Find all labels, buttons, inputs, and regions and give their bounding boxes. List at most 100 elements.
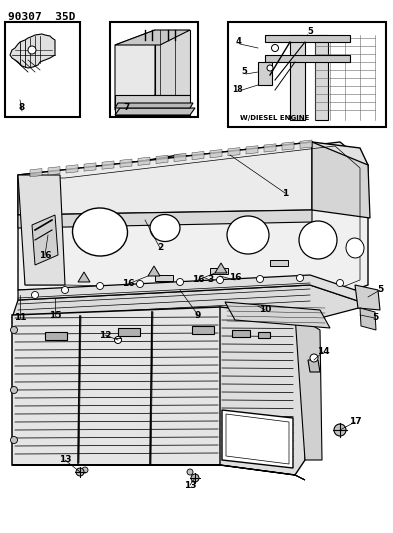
Polygon shape [66, 165, 78, 173]
Polygon shape [210, 150, 222, 158]
Polygon shape [12, 285, 370, 322]
Text: 18: 18 [232, 85, 242, 94]
Text: 16: 16 [229, 273, 241, 282]
Polygon shape [115, 30, 190, 45]
Circle shape [31, 292, 39, 298]
Polygon shape [265, 35, 350, 42]
Polygon shape [355, 285, 380, 310]
Circle shape [257, 276, 263, 282]
Ellipse shape [73, 208, 127, 256]
Polygon shape [84, 163, 96, 171]
Text: 5: 5 [372, 313, 378, 322]
Polygon shape [174, 154, 186, 161]
Polygon shape [102, 161, 114, 169]
Bar [45, 332, 67, 340]
Ellipse shape [346, 238, 364, 258]
Polygon shape [18, 210, 312, 228]
Polygon shape [315, 35, 328, 120]
Polygon shape [18, 142, 312, 215]
Circle shape [191, 474, 199, 482]
Text: 7: 7 [124, 103, 130, 112]
Circle shape [28, 46, 36, 54]
Text: 5: 5 [241, 68, 247, 77]
Polygon shape [225, 302, 330, 328]
Polygon shape [32, 215, 58, 265]
Bar [270, 260, 288, 266]
Text: 90307  35D: 90307 35D [8, 12, 75, 22]
Bar [210, 268, 228, 274]
Bar [118, 328, 140, 336]
Text: 16: 16 [39, 251, 51, 260]
Polygon shape [156, 155, 168, 164]
Text: 8: 8 [19, 103, 25, 112]
Polygon shape [246, 146, 258, 154]
Text: 16: 16 [122, 279, 134, 288]
Polygon shape [18, 142, 368, 175]
Polygon shape [312, 142, 370, 218]
Bar [5, 22, 80, 117]
Bar [258, 332, 270, 338]
Polygon shape [220, 307, 305, 475]
Polygon shape [115, 95, 190, 115]
Text: 3: 3 [207, 276, 213, 285]
Polygon shape [264, 144, 276, 152]
Polygon shape [18, 142, 368, 295]
Polygon shape [18, 275, 370, 305]
Circle shape [187, 469, 193, 475]
Text: 4: 4 [235, 37, 241, 46]
Polygon shape [12, 465, 305, 480]
Circle shape [176, 279, 184, 286]
Circle shape [11, 327, 18, 334]
Text: 15: 15 [49, 311, 61, 320]
Polygon shape [30, 168, 42, 177]
Bar [232, 330, 250, 337]
Text: 10: 10 [259, 305, 271, 314]
Polygon shape [360, 308, 376, 330]
Text: 1: 1 [282, 189, 288, 198]
Polygon shape [115, 103, 193, 108]
Polygon shape [222, 410, 293, 468]
Polygon shape [18, 175, 65, 285]
Text: 5: 5 [377, 286, 383, 295]
Text: 9: 9 [195, 311, 201, 319]
Circle shape [336, 279, 343, 287]
Circle shape [217, 277, 224, 284]
Polygon shape [215, 263, 227, 273]
Polygon shape [115, 108, 195, 115]
Text: 11: 11 [14, 313, 26, 322]
Circle shape [296, 274, 303, 281]
Text: 16: 16 [192, 276, 204, 285]
Circle shape [114, 336, 121, 343]
Polygon shape [148, 266, 160, 276]
Polygon shape [48, 167, 60, 175]
Ellipse shape [227, 216, 269, 254]
Circle shape [97, 282, 103, 289]
Polygon shape [78, 272, 90, 282]
Circle shape [76, 468, 84, 476]
Circle shape [11, 437, 18, 443]
Bar [228, 22, 386, 127]
Polygon shape [115, 30, 155, 110]
Text: 13: 13 [184, 481, 196, 489]
Polygon shape [265, 55, 350, 62]
Text: 17: 17 [349, 417, 361, 426]
Polygon shape [192, 151, 204, 160]
Polygon shape [155, 30, 190, 95]
Polygon shape [12, 307, 265, 465]
Circle shape [272, 44, 279, 52]
Polygon shape [120, 159, 132, 167]
Bar [155, 275, 173, 281]
Text: 14: 14 [317, 348, 329, 357]
Circle shape [61, 287, 68, 294]
Circle shape [267, 65, 273, 71]
Bar [110, 22, 198, 117]
Circle shape [334, 424, 346, 436]
Text: 12: 12 [99, 330, 111, 340]
Polygon shape [300, 140, 312, 148]
Circle shape [11, 386, 18, 393]
Bar [192, 326, 214, 334]
Circle shape [82, 467, 88, 473]
Polygon shape [228, 148, 240, 156]
Text: 5: 5 [307, 28, 313, 36]
Polygon shape [282, 142, 294, 150]
